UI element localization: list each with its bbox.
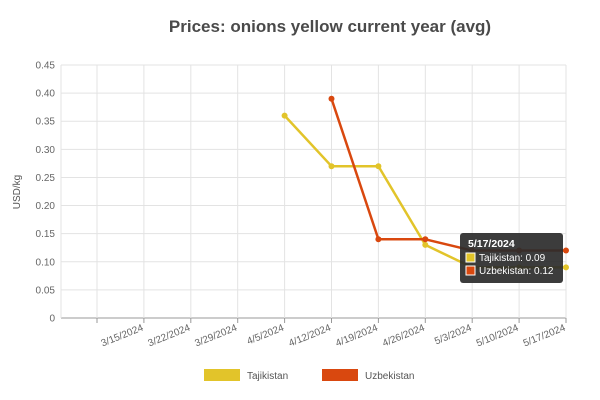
- y-tick-label: 0.30: [36, 145, 56, 156]
- x-tick-label: 3/22/2024: [147, 322, 193, 349]
- y-axis: 0 0.05 0.10 0.15 0.20 0.25 0.30 0.35 0.40 0.45: [36, 61, 56, 325]
- x-tick-label: 4/5/2024: [246, 322, 287, 347]
- data-point-tajikistan: [281, 112, 288, 119]
- x-tick-label: 5/3/2024: [433, 322, 474, 347]
- grid: [60, 64, 567, 319]
- x-axis: 3/15/2024 3/22/2024 3/29/2024 4/5/2024 4/12/…: [96, 318, 568, 349]
- data-point-tajikistan: [563, 264, 569, 271]
- legend-label-uzbekistan: Uzbekistan: [365, 371, 414, 382]
- y-tick-label: 0.10: [36, 257, 56, 268]
- y-tick-label: 0.20: [36, 201, 56, 212]
- legend-label-tajikistan: Tajikistan: [247, 371, 288, 382]
- x-tick-label: 5/10/2024: [475, 322, 521, 349]
- data-point-tajikistan: [328, 163, 335, 170]
- tooltip-swatch: [465, 252, 476, 263]
- y-tick-label: 0.15: [36, 229, 56, 240]
- data-point-tajikistan: [422, 241, 429, 248]
- data-point-uzbekistan: [422, 236, 429, 243]
- y-tick-label: 0: [49, 314, 55, 325]
- chart-title: Prices: onions yellow current year (avg): [169, 17, 491, 36]
- legend-swatch-uzbekistan: [322, 369, 358, 381]
- x-tick-label: 4/19/2024: [334, 322, 380, 349]
- data-point-uzbekistan: [328, 95, 335, 102]
- tooltip-box: [460, 233, 563, 283]
- tooltip: 5/17/2024 Tajikistan: 0.09 Uzbekistan: 0.1…: [460, 233, 563, 283]
- data-point-uzbekistan: [563, 247, 569, 254]
- x-tick-label: 5/17/2024: [522, 322, 568, 349]
- data-point-tajikistan: [375, 163, 382, 170]
- legend: Tajikistan Uzbekistan: [204, 369, 414, 382]
- data-point-uzbekistan: [375, 236, 382, 243]
- tooltip-title: 5/17/2024: [468, 238, 515, 250]
- y-axis-title: USD/kg: [12, 175, 23, 209]
- tooltip-line: Uzbekistan: 0.12: [479, 266, 554, 277]
- legend-swatch-tajikistan: [204, 369, 240, 381]
- x-tick-label: 3/29/2024: [193, 322, 239, 349]
- y-tick-label: 0.45: [36, 61, 56, 72]
- y-tick-label: 0.35: [36, 117, 56, 128]
- x-tick-label: 4/26/2024: [381, 322, 427, 349]
- y-tick-label: 0.05: [36, 285, 56, 296]
- tooltip-swatch: [465, 265, 476, 276]
- x-tick-label: 3/15/2024: [100, 322, 146, 349]
- x-tick-label: 4/12/2024: [287, 322, 333, 349]
- y-tick-label: 0.40: [36, 89, 56, 100]
- tooltip-line: Tajikistan: 0.09: [479, 253, 546, 264]
- y-tick-label: 0.25: [36, 173, 56, 184]
